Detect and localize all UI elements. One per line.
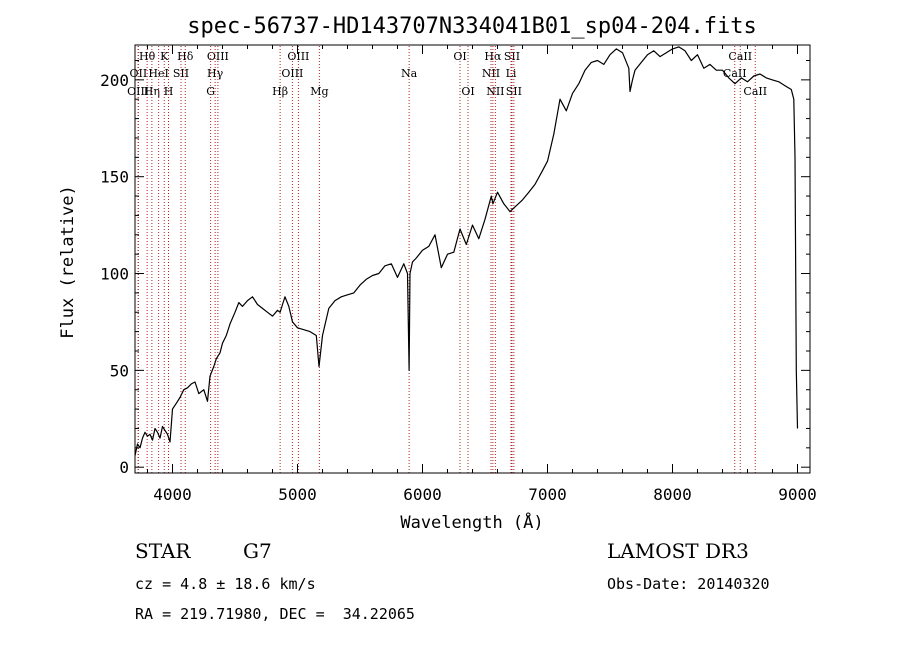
line-label-13: OIII: [287, 50, 309, 63]
line-label-20: NII: [482, 67, 500, 80]
line-label-3: Hη: [144, 85, 160, 98]
line-label-0: Hθ: [139, 50, 156, 63]
line-label-12: Hβ: [272, 85, 288, 98]
line-label-16: Na: [401, 67, 418, 80]
y-axis-label: Flux (relative): [58, 185, 78, 339]
line-label-22: SII: [504, 50, 520, 63]
coordinates: RA = 219.71980, DEC = 34.22065: [135, 605, 415, 623]
line-label-4: HeI: [148, 67, 168, 80]
subclass: G7: [243, 539, 272, 563]
y-tick-label-2: 100: [100, 265, 129, 284]
chart-title: spec-56737-HD143707N334041B01_sp04-204.f…: [187, 14, 757, 39]
survey-name: LAMOST DR3: [607, 539, 749, 563]
line-label-24: SII: [506, 85, 522, 98]
y-axis-ticks: 0 50 100 150 200: [100, 59, 810, 477]
line-label-23: Li: [506, 67, 517, 80]
x-tick-label-2: 6000: [403, 485, 442, 504]
object-class: STAR: [135, 539, 191, 563]
line-label-10: Hγ: [207, 67, 224, 80]
line-label-5: K: [160, 50, 169, 63]
x-tick-label-5: 9000: [778, 485, 817, 504]
line-label-26: CaII: [723, 67, 747, 80]
redshift-text: cz = 4.8 ± 18.6 km/s: [135, 575, 316, 593]
line-label-17: OI: [453, 50, 466, 63]
plot-frame: [134, 44, 811, 474]
x-axis-label: Wavelength (Å): [400, 511, 543, 533]
line-label-2: OIII: [127, 85, 149, 98]
line-label-18: OI: [461, 85, 474, 98]
line-label-21: NII: [486, 85, 504, 98]
x-tick-label-4: 8000: [653, 485, 692, 504]
line-label-9: OIII: [207, 50, 229, 63]
x-tick-label-1: 5000: [278, 485, 317, 504]
spectrum-series: [134, 46, 799, 456]
line-label-14: OIII: [281, 67, 303, 80]
x-axis-ticks: 4000 5000 6000 7000 8000 9000: [147, 45, 817, 504]
line-label-15: Mg: [310, 85, 328, 98]
line-label-19: Hα: [484, 50, 502, 63]
line-label-25: CaII: [728, 50, 752, 63]
line-label-11: G: [206, 85, 215, 98]
y-tick-label-1: 50: [110, 361, 129, 380]
y-tick-label-3: 150: [100, 168, 129, 187]
y-tick-label-4: 200: [100, 71, 129, 90]
line-label-6: H: [164, 85, 174, 98]
line-label-8: Hδ: [177, 50, 194, 63]
line-label-27: CaII: [743, 85, 767, 98]
obs-date: Obs-Date: 20140320: [607, 575, 770, 593]
x-tick-label-0: 4000: [153, 485, 192, 504]
y-tick-label-0: 0: [119, 458, 129, 477]
line-label-7: SII: [173, 67, 189, 80]
series-line-0: [134, 46, 799, 456]
x-tick-label-3: 7000: [528, 485, 567, 504]
